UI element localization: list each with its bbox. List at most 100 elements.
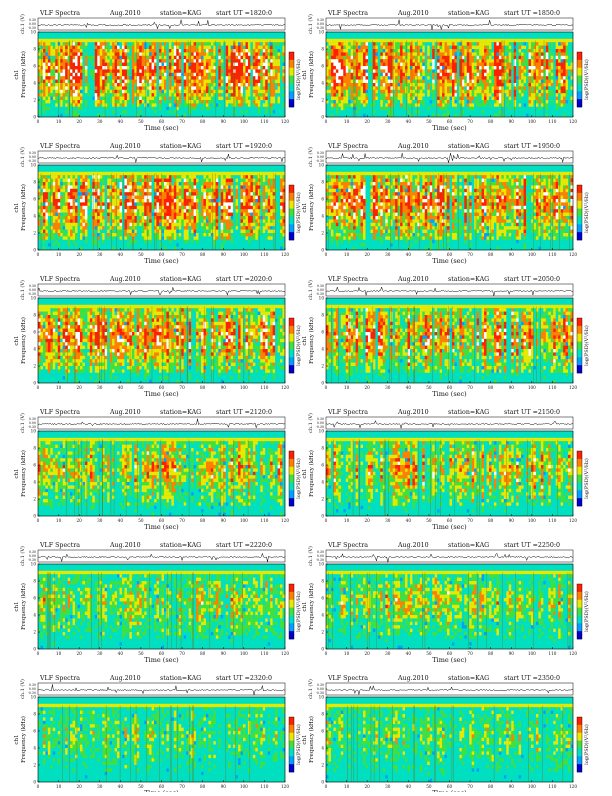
spectrogram-cell: [147, 76, 150, 80]
spectrogram-cell: [270, 97, 273, 101]
spectrogram-cell: [221, 42, 224, 46]
spectrogram-cell: [543, 103, 546, 107]
spectrogram-cell: [469, 49, 472, 53]
spectrogram-cell: [509, 103, 512, 107]
spectrogram-cell: [275, 66, 278, 70]
spectrogram-cell: [255, 103, 258, 107]
spectrogram-cell: [514, 66, 517, 70]
spectrogram-cell: [454, 66, 457, 70]
spectrogram-cell: [45, 100, 48, 104]
spectrogram-cell: [260, 32, 263, 36]
spectrogram-cell: [440, 83, 443, 87]
spectrogram-cell: [265, 97, 268, 101]
spectrogram-cell: [50, 49, 53, 53]
spectrogram-cell: [452, 93, 455, 97]
spectrogram-cell: [432, 46, 435, 50]
spectrogram-cell: [479, 114, 482, 118]
spectrogram-cell: [546, 110, 549, 114]
spectrogram-cell: [260, 93, 263, 97]
spectrogram-cell: [258, 39, 261, 43]
spectrogram-cell: [484, 66, 487, 70]
spectrogram-cell: [521, 42, 524, 46]
spectrogram-cell: [390, 35, 393, 39]
spectrogram-cell: [430, 35, 433, 39]
spectrogram-cell: [331, 42, 334, 46]
spectrogram-cell: [430, 100, 433, 104]
spectrogram-cell: [519, 69, 522, 73]
spectrogram-cell: [459, 32, 462, 36]
spectrogram-cell: [107, 90, 110, 94]
spectrogram-cell: [58, 39, 61, 43]
spectrogram-cell: [122, 42, 125, 46]
spectrogram-cell: [383, 46, 386, 50]
spectrogram-cell: [82, 49, 85, 53]
spectrogram-cell: [331, 56, 334, 60]
spectrogram-cell: [124, 93, 127, 97]
spectrogram-cell: [82, 86, 85, 90]
spectrogram-cell: [467, 49, 470, 53]
spectrogram-cell: [427, 56, 430, 60]
spectrogram-cell: [351, 107, 354, 111]
spectrogram-cell: [117, 56, 120, 60]
spectrogram-cell: [199, 35, 202, 39]
spectrogram-cell: [489, 63, 492, 67]
spectrogram-cell: [390, 114, 393, 118]
spectrogram-cell: [55, 49, 58, 53]
spectrogram-cell: [538, 80, 541, 84]
spectrogram-cell: [127, 110, 130, 114]
spectrogram-cell: [201, 83, 204, 87]
spectrogram-cell: [383, 86, 386, 90]
spectrogram-cell: [50, 32, 53, 36]
spectrogram-cell: [253, 100, 256, 104]
spectrogram-cell: [75, 107, 78, 111]
spectrogram-cell: [181, 73, 184, 77]
spectrogram-cell: [92, 46, 95, 50]
spectrogram-cell: [50, 80, 53, 84]
spectrogram-cell: [78, 52, 81, 56]
spectrogram-cell: [551, 90, 554, 94]
spectrogram-cell: [92, 83, 95, 87]
spectrogram-cell: [551, 100, 554, 104]
spectrogram-cell: [442, 35, 445, 39]
spectrogram-cell: [186, 80, 189, 84]
spectrogram-cell: [366, 59, 369, 63]
spectrogram-cell: [132, 90, 135, 94]
spectrogram-cell: [273, 114, 276, 118]
spectrogram-cell: [275, 35, 278, 39]
spectrogram-cell: [380, 90, 383, 94]
spectrogram-cell: [280, 49, 283, 53]
spectrogram-cell: [137, 39, 140, 43]
spectrogram-cell: [129, 39, 132, 43]
spectrogram-cell: [194, 97, 197, 101]
spectrogram-cell: [203, 97, 206, 101]
spectrogram-cell: [253, 42, 256, 46]
spectrogram-cell: [186, 100, 189, 104]
spectrogram-cell: [149, 100, 152, 104]
spectrogram-cell: [487, 83, 490, 87]
spectrogram-cell: [142, 39, 145, 43]
spectrogram-cell: [427, 73, 430, 77]
spectrogram-cell: [511, 110, 514, 114]
spectrogram-cell: [447, 63, 450, 67]
spectrogram-cell: [546, 93, 549, 97]
spectrogram-cell: [171, 107, 174, 111]
spectrogram-cell: [137, 73, 140, 77]
spectrogram-cell: [137, 32, 140, 36]
spectrogram-cell: [333, 86, 336, 90]
spectrogram-cell: [529, 86, 532, 90]
spectrogram-cell: [43, 59, 46, 63]
spectrogram-cell: [442, 59, 445, 63]
spectrogram-cell: [211, 110, 214, 114]
spectrogram-cell: [452, 56, 455, 60]
spectrogram-cell: [78, 114, 81, 118]
spectrogram-cell: [174, 80, 177, 84]
spectrogram-cell: [450, 93, 453, 97]
spectrogram-cell: [253, 93, 256, 97]
spectrogram-cell: [129, 107, 132, 111]
spectrogram-cell: [157, 103, 160, 107]
spectrogram-cell: [132, 39, 135, 43]
spectrogram-cell: [538, 86, 541, 90]
spectrogram-cell: [236, 107, 239, 111]
spectrogram-cell: [60, 90, 63, 94]
spectrogram-cell: [221, 110, 224, 114]
